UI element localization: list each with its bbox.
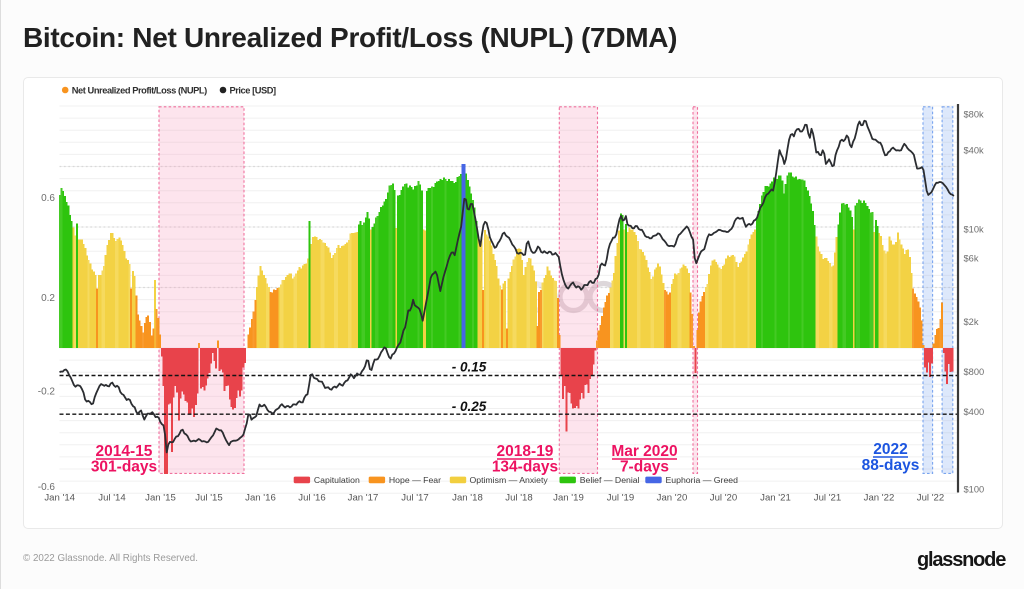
svg-text:Mar 2020: Mar 2020 [611,443,677,460]
svg-text:Hope — Fear: Hope — Fear [389,475,441,485]
svg-text:Jan '17: Jan '17 [348,493,379,504]
svg-text:Euphoria — Greed: Euphoria — Greed [666,475,739,485]
svg-text:- 0.25: - 0.25 [452,399,487,414]
svg-text:7-days: 7-days [620,459,669,476]
svg-text:Jul '16: Jul '16 [298,493,325,504]
svg-text:134-days: 134-days [492,459,558,476]
svg-text:$6k: $6k [964,253,979,263]
svg-text:Jul '22: Jul '22 [917,493,944,504]
svg-text:Jan '18: Jan '18 [452,493,483,504]
svg-text:2018-19: 2018-19 [497,443,554,460]
svg-text:301-days: 301-days [91,459,157,476]
svg-text:88-days: 88-days [862,457,920,474]
svg-text:Price [USD]: Price [USD] [230,85,277,95]
svg-text:Jul '17: Jul '17 [401,493,428,504]
svg-text:Jan '19: Jan '19 [553,493,584,504]
svg-text:Jul '15: Jul '15 [195,493,222,504]
svg-text:0.2: 0.2 [41,293,55,304]
svg-text:Jul '21: Jul '21 [814,493,841,504]
svg-text:Jul '14: Jul '14 [98,493,126,504]
svg-text:0.6: 0.6 [41,193,55,204]
svg-text:Jul '18: Jul '18 [505,493,532,504]
svg-text:Jan '22: Jan '22 [864,493,895,504]
svg-text:- 0.15: - 0.15 [452,359,487,374]
svg-text:Jan '20: Jan '20 [657,493,688,504]
svg-text:Jul '19: Jul '19 [607,493,634,504]
svg-text:Jan '14: Jan '14 [44,493,75,504]
svg-text:$400: $400 [964,407,985,417]
svg-text:$100: $100 [964,484,985,494]
svg-text:-0.2: -0.2 [38,387,56,398]
svg-text:$80k: $80k [964,109,985,119]
svg-text:Net Unrealized Profit/Loss (NU: Net Unrealized Profit/Loss (NUPL) [72,85,207,95]
svg-text:-0.6: -0.6 [38,482,56,493]
svg-text:Belief — Denial: Belief — Denial [580,475,640,485]
svg-text:2014-15: 2014-15 [96,443,153,460]
svg-text:$2k: $2k [964,317,979,327]
svg-text:Jan '15: Jan '15 [145,493,176,504]
svg-text:2022: 2022 [873,441,907,458]
svg-text:Capitulation: Capitulation [314,475,360,485]
svg-text:Jan '21: Jan '21 [760,493,791,504]
svg-text:$40k: $40k [964,145,985,155]
svg-text:$800: $800 [964,367,985,377]
svg-text:Jan '16: Jan '16 [245,493,276,504]
svg-text:Optimism — Anxiety: Optimism — Anxiety [470,475,549,485]
svg-text:Jul '20: Jul '20 [710,493,737,504]
svg-text:$10k: $10k [964,224,985,234]
